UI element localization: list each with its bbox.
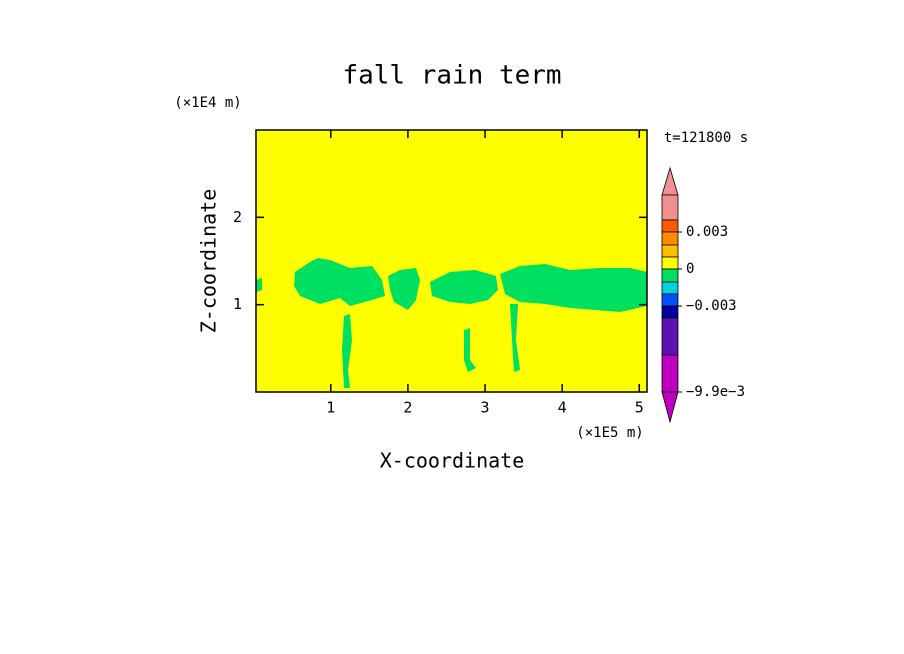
x-axis-label: X-coordinate [380,449,525,473]
colorbar-segment [661,305,679,319]
colorbar-segment [661,391,679,424]
colorbar-segment [661,268,679,283]
plot-frame [255,129,648,393]
field-regions [256,258,647,388]
colorbar-segment [661,244,679,258]
y-unit: (×1E4 m) [174,95,241,111]
colorbar-label: −9.9e−3 [686,384,745,400]
y-tick-label: 2 [233,208,242,226]
y-tick-label: 1 [233,295,242,313]
colorbar-label: 0 [686,261,694,277]
colorbar-segment [661,231,679,246]
colorbar-segment [661,281,679,295]
chart-title: fall rain term [342,61,561,91]
time-label: t=121800 s [664,130,748,146]
x-tick-label: 2 [403,399,412,417]
x-tick-label: 4 [558,399,567,417]
x-tick-label: 3 [481,399,490,417]
colorbar-label: −0.003 [686,298,737,314]
colorbar-segment [661,219,679,233]
x-unit: (×1E5 m) [576,425,643,441]
y-axis-label: Z-coordinate [197,189,221,334]
colorbar-segment [661,317,679,356]
colorbar-segment [661,354,679,393]
colorbar-label: 0.003 [686,224,728,240]
colorbar-segment [661,293,679,307]
x-tick-label: 1 [326,399,335,417]
colorbar-segment [661,194,679,221]
x-tick-label: 5 [635,399,644,417]
colorbar-segment [661,256,679,270]
colorbar-segment [661,166,679,196]
